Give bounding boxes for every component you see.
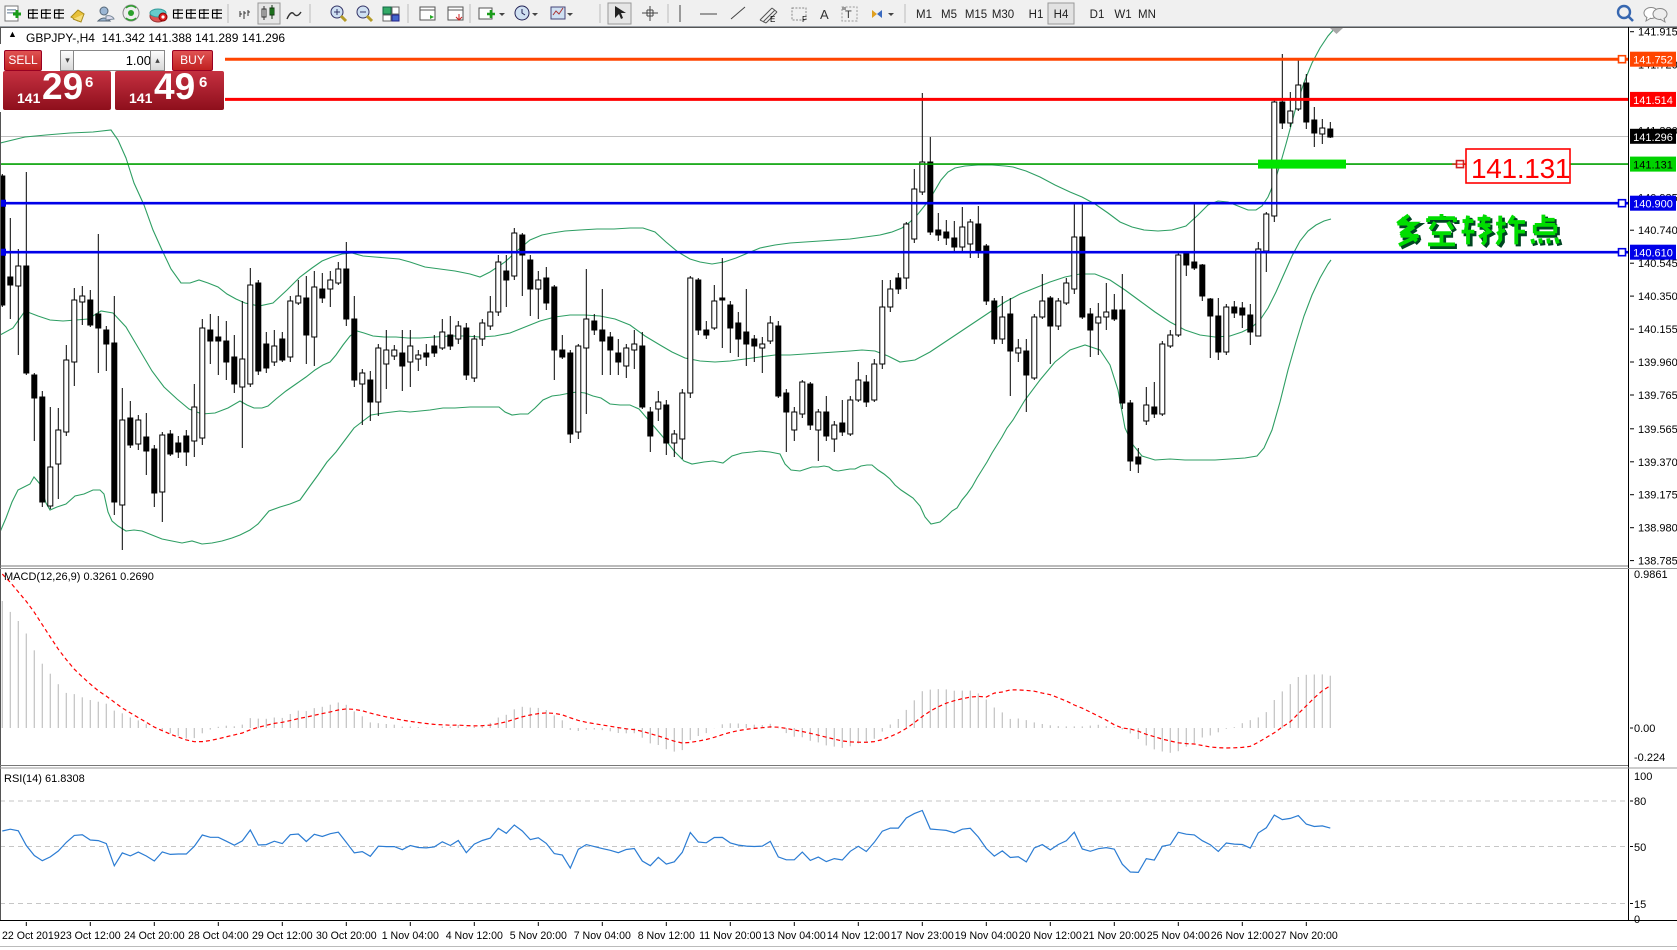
svg-text:22 Oct 2019: 22 Oct 2019 bbox=[2, 930, 60, 942]
svg-text:24 Oct 20:00: 24 Oct 20:00 bbox=[124, 930, 185, 942]
svg-text:T: T bbox=[845, 9, 852, 21]
svg-text:8 Nov 12:00: 8 Nov 12:00 bbox=[638, 930, 695, 942]
svg-text:30 Oct 20:00: 30 Oct 20:00 bbox=[316, 930, 377, 942]
svg-text:139.175: 139.175 bbox=[1638, 490, 1677, 502]
svg-text:139.565: 139.565 bbox=[1638, 424, 1677, 436]
svg-text:140.545: 140.545 bbox=[1638, 258, 1677, 270]
svg-text:141.915: 141.915 bbox=[1638, 27, 1677, 39]
svg-text:15: 15 bbox=[1634, 899, 1646, 911]
svg-text:140.900: 140.900 bbox=[1633, 199, 1673, 211]
svg-text:139.960: 139.960 bbox=[1638, 357, 1677, 369]
svg-text:140.155: 140.155 bbox=[1638, 324, 1677, 336]
svg-text:M30: M30 bbox=[992, 9, 1014, 21]
svg-text:141.131: 141.131 bbox=[1633, 160, 1673, 172]
svg-text:140.610: 140.610 bbox=[1633, 248, 1673, 260]
svg-text:141.296: 141.296 bbox=[1633, 132, 1673, 144]
svg-text:28 Oct 04:00: 28 Oct 04:00 bbox=[188, 930, 249, 942]
svg-text:139.765: 139.765 bbox=[1638, 390, 1677, 402]
svg-text:23 Oct 12:00: 23 Oct 12:00 bbox=[60, 930, 121, 942]
svg-text:H4: H4 bbox=[1054, 9, 1069, 21]
svg-text:138.785: 138.785 bbox=[1638, 556, 1677, 568]
svg-text:100: 100 bbox=[1634, 771, 1652, 783]
svg-text:A: A bbox=[820, 7, 829, 22]
svg-text:26 Nov 12:00: 26 Nov 12:00 bbox=[1211, 930, 1274, 942]
svg-text:E: E bbox=[770, 15, 775, 24]
svg-text:139.370: 139.370 bbox=[1638, 457, 1677, 469]
svg-text:MN: MN bbox=[1138, 9, 1156, 21]
svg-text:0.00: 0.00 bbox=[1634, 723, 1655, 735]
svg-text:29 Oct 12:00: 29 Oct 12:00 bbox=[252, 930, 313, 942]
svg-text:140.350: 140.350 bbox=[1638, 291, 1677, 303]
svg-text:27 Nov 20:00: 27 Nov 20:00 bbox=[1275, 930, 1338, 942]
svg-text:20 Nov 12:00: 20 Nov 12:00 bbox=[1019, 930, 1082, 942]
svg-text:50: 50 bbox=[1634, 842, 1646, 854]
svg-text:-0.224: -0.224 bbox=[1634, 752, 1665, 764]
svg-text:7 Nov 04:00: 7 Nov 04:00 bbox=[574, 930, 631, 942]
svg-text:5 Nov 20:00: 5 Nov 20:00 bbox=[510, 930, 567, 942]
svg-text:21 Nov 20:00: 21 Nov 20:00 bbox=[1083, 930, 1146, 942]
svg-text:M5: M5 bbox=[941, 9, 957, 21]
svg-text:1 Nov 04:00: 1 Nov 04:00 bbox=[382, 930, 439, 942]
svg-text:0.9861: 0.9861 bbox=[1634, 569, 1668, 581]
svg-text:M1: M1 bbox=[916, 9, 932, 21]
svg-text:80: 80 bbox=[1634, 796, 1646, 808]
svg-text:13 Nov 04:00: 13 Nov 04:00 bbox=[763, 930, 826, 942]
svg-text:RSI(14) 61.8308: RSI(14) 61.8308 bbox=[4, 773, 85, 785]
svg-text:17 Nov 23:00: 17 Nov 23:00 bbox=[891, 930, 954, 942]
svg-text:141.752: 141.752 bbox=[1633, 55, 1673, 67]
svg-text:140.740: 140.740 bbox=[1638, 225, 1677, 237]
svg-text:138.980: 138.980 bbox=[1638, 523, 1677, 535]
svg-text:25 Nov 04:00: 25 Nov 04:00 bbox=[1147, 930, 1210, 942]
svg-text:14 Nov 12:00: 14 Nov 12:00 bbox=[827, 930, 890, 942]
svg-text:141.131: 141.131 bbox=[1471, 153, 1570, 184]
svg-text:D1: D1 bbox=[1090, 9, 1105, 21]
svg-text:M15: M15 bbox=[965, 9, 987, 21]
svg-text:4 Nov 12:00: 4 Nov 12:00 bbox=[446, 930, 503, 942]
svg-text:W1: W1 bbox=[1114, 9, 1131, 21]
svg-text:11 Nov 20:00: 11 Nov 20:00 bbox=[699, 930, 761, 942]
svg-text:MACD(12,26,9) 0.3261 0.2690: MACD(12,26,9) 0.3261 0.2690 bbox=[4, 571, 154, 583]
svg-text:H1: H1 bbox=[1029, 9, 1044, 21]
svg-text:F: F bbox=[802, 15, 807, 24]
svg-text:0: 0 bbox=[1634, 914, 1640, 926]
svg-text:141.514: 141.514 bbox=[1633, 95, 1673, 107]
svg-text:19 Nov 04:00: 19 Nov 04:00 bbox=[955, 930, 1018, 942]
